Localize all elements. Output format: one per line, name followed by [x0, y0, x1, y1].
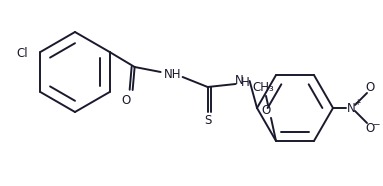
- Text: CH₃: CH₃: [252, 81, 274, 94]
- Text: −: −: [372, 119, 380, 129]
- Text: O: O: [365, 81, 375, 94]
- Text: N: N: [347, 102, 355, 115]
- Text: O: O: [365, 123, 375, 135]
- Text: Cl: Cl: [17, 46, 28, 60]
- Text: S: S: [204, 113, 211, 126]
- Text: H: H: [241, 76, 250, 89]
- Text: +: +: [354, 97, 360, 107]
- Text: O: O: [261, 104, 271, 117]
- Text: NH: NH: [164, 68, 182, 81]
- Text: O: O: [121, 94, 130, 107]
- Text: N: N: [235, 75, 244, 87]
